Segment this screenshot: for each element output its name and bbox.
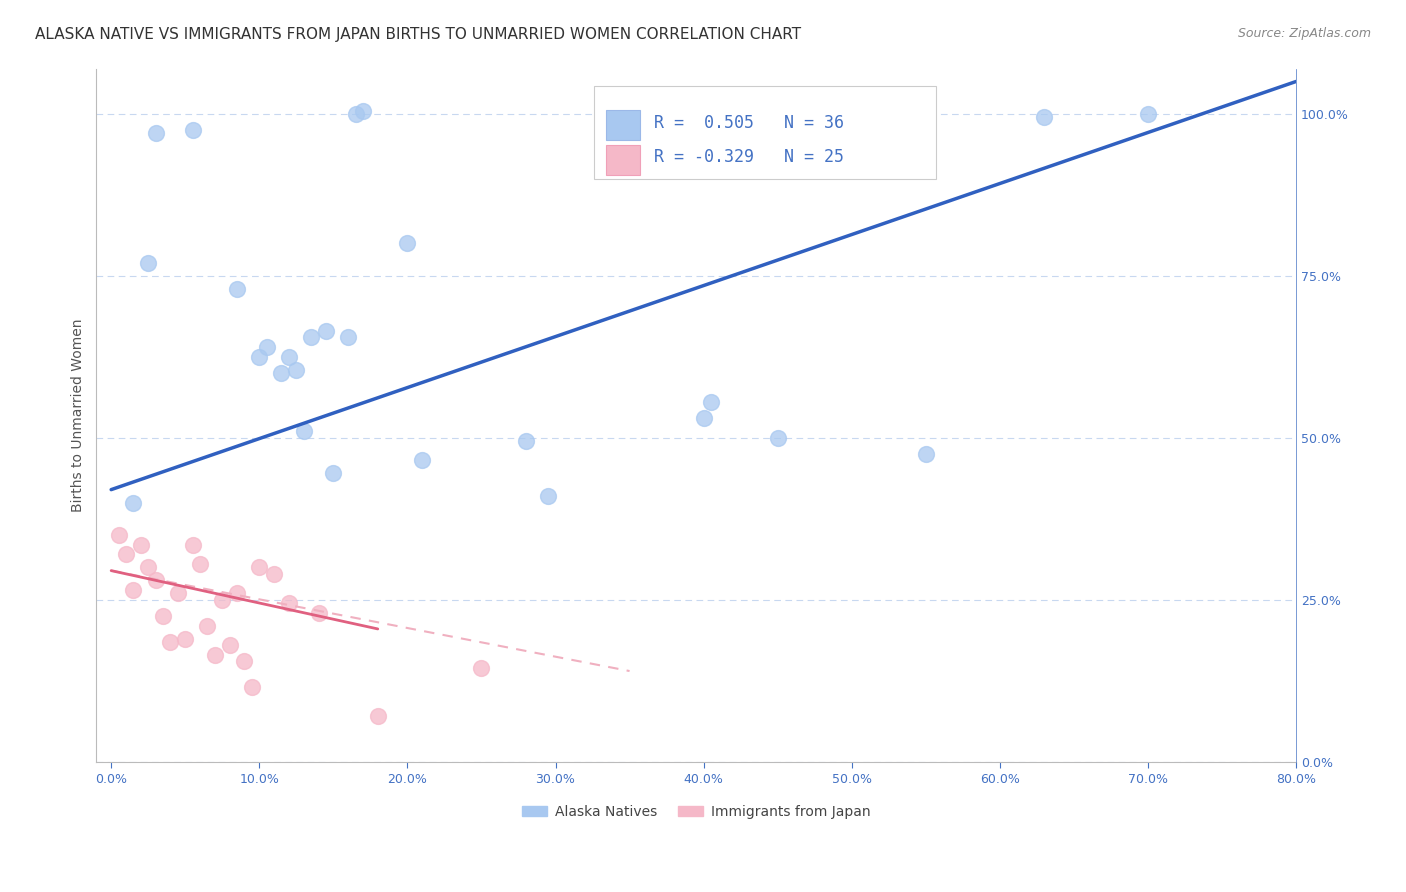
Point [204, 648, 226, 662]
Bar [606, 145, 640, 175]
Point [344, 107, 367, 121]
Point [411, 453, 433, 467]
Point [240, 680, 263, 694]
Point [766, 431, 789, 445]
Point [277, 596, 299, 610]
Point [145, 126, 167, 140]
Point [107, 528, 129, 542]
Point [218, 638, 240, 652]
Point [122, 582, 145, 597]
Point [292, 425, 315, 439]
Point [226, 586, 249, 600]
Point [537, 489, 560, 503]
Point [367, 709, 389, 723]
Point [188, 557, 211, 571]
Point [352, 103, 374, 118]
Point [136, 560, 159, 574]
Point [308, 606, 330, 620]
Point [181, 123, 204, 137]
Point [247, 560, 270, 574]
Point [129, 538, 152, 552]
Point [122, 495, 145, 509]
Point [270, 366, 292, 380]
Point [226, 282, 249, 296]
Point [515, 434, 537, 448]
FancyBboxPatch shape [595, 86, 936, 179]
Point [277, 350, 299, 364]
Point [247, 350, 270, 364]
Legend: Alaska Natives, Immigrants from Japan: Alaska Natives, Immigrants from Japan [516, 799, 876, 824]
Point [285, 363, 308, 377]
Point [315, 324, 337, 338]
Point [136, 256, 159, 270]
Text: Source: ZipAtlas.com: Source: ZipAtlas.com [1237, 27, 1371, 40]
Point [197, 618, 219, 632]
Text: R =  0.505   N = 36: R = 0.505 N = 36 [654, 114, 844, 132]
Point [299, 330, 322, 344]
Point [256, 340, 278, 354]
Point [152, 609, 174, 624]
Point [396, 236, 419, 251]
Point [263, 566, 285, 581]
Point [470, 661, 492, 675]
Point [159, 635, 181, 649]
Point [181, 538, 204, 552]
Point [700, 395, 723, 409]
Text: R = -0.329   N = 25: R = -0.329 N = 25 [654, 148, 844, 167]
Text: ALASKA NATIVE VS IMMIGRANTS FROM JAPAN BIRTHS TO UNMARRIED WOMEN CORRELATION CHA: ALASKA NATIVE VS IMMIGRANTS FROM JAPAN B… [35, 27, 801, 42]
Point [233, 654, 256, 668]
Point [692, 411, 714, 425]
Point [337, 330, 360, 344]
Point [1136, 107, 1159, 121]
Bar [606, 110, 640, 140]
Point [115, 548, 138, 562]
Point [211, 592, 233, 607]
Point [322, 467, 344, 481]
Point [1033, 110, 1056, 124]
Point [145, 574, 167, 588]
Point [914, 447, 936, 461]
Point [166, 586, 188, 600]
Point [174, 632, 197, 646]
Y-axis label: Births to Unmarried Women: Births to Unmarried Women [72, 318, 86, 512]
